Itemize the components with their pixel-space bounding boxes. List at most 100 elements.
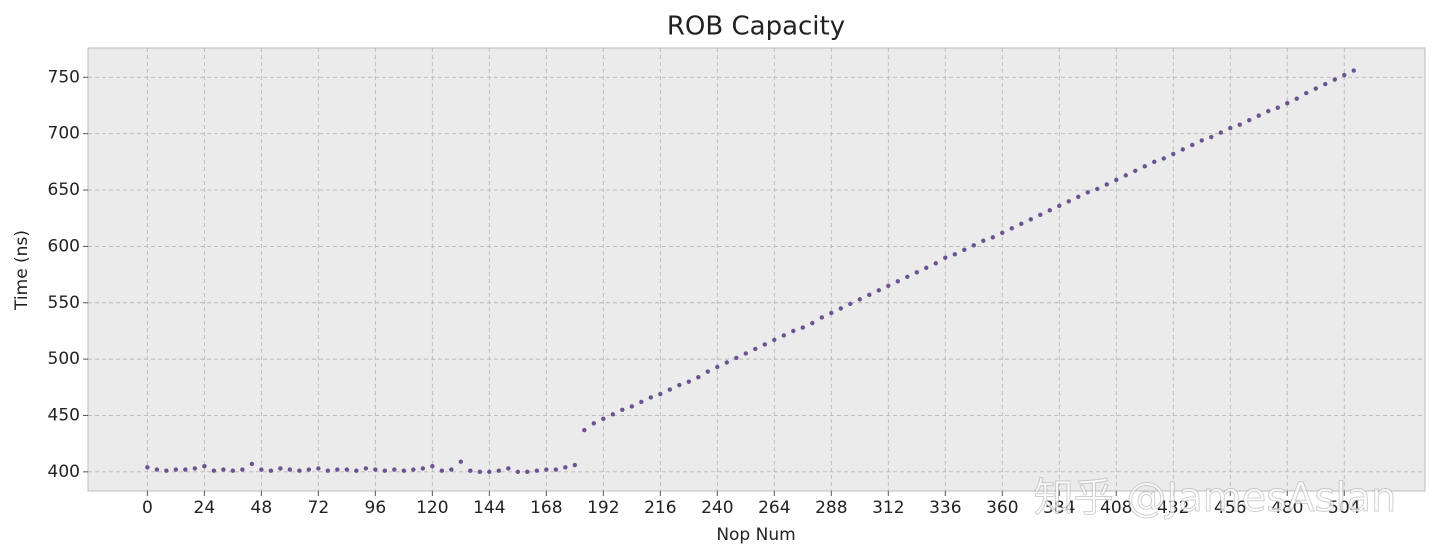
y-axis-label: Time (ns) [12,230,32,311]
point [819,315,825,320]
x-tick-label: 480 [1271,498,1303,518]
point [268,468,274,473]
point [1256,113,1261,118]
y-tick-label: 550 [48,293,80,313]
point [829,310,834,316]
x-tick-label: 72 [308,498,330,518]
y-tick-label: 450 [48,405,80,425]
point [211,468,217,473]
point [1095,186,1100,192]
y-tick-label: 500 [48,349,80,369]
point [1066,199,1071,204]
point [173,467,179,472]
point [1266,108,1271,114]
point [1171,151,1176,157]
y-tick-label: 600 [48,236,80,256]
x-tick-label: 216 [644,498,676,518]
point [572,462,578,468]
point [1133,168,1138,174]
point [487,469,492,475]
watermark: 知乎 @JamesAslan [1034,475,1397,521]
x-tick-label: 312 [872,498,904,518]
point [1199,138,1204,143]
point [800,325,806,330]
point [1247,117,1252,123]
point [1047,208,1052,213]
point [249,461,255,467]
point [525,469,530,475]
point [1161,156,1166,161]
point [914,270,919,275]
point [1237,122,1242,127]
point [1294,96,1299,101]
y-tick-label: 750 [48,67,80,87]
point [335,467,340,472]
point [1218,130,1223,135]
point [677,382,682,388]
point [1190,142,1195,148]
point [857,297,863,302]
point [392,467,397,472]
point [705,369,711,374]
point [1114,177,1119,183]
point [1285,101,1290,106]
y-tick-label: 650 [48,180,80,200]
point [401,468,407,473]
point [183,467,188,472]
point [981,238,986,243]
point [563,465,568,470]
point [411,467,416,472]
point [420,466,426,471]
point [1275,105,1280,110]
point [1076,194,1081,199]
point [886,283,891,289]
x-tick-label: 384 [1043,498,1075,518]
point [316,466,321,471]
point [1209,134,1214,140]
point [791,328,796,334]
x-tick-label: 240 [701,498,733,518]
marks: 400 450 500 550 600 650 700 750 0 24 48 72 96 120 144 1… [48,48,1425,518]
point [905,274,910,280]
plot-area [87,47,1426,492]
point [743,351,749,356]
point [933,261,938,266]
point [202,464,207,469]
x-axis-label: Nop Num [716,525,795,545]
x-tick-label: 144 [473,498,505,518]
point [544,467,549,472]
point [230,468,236,473]
point [810,320,815,326]
x-tick-label: 456 [1214,498,1246,518]
point [876,288,882,293]
point [1304,90,1309,96]
x-tick-label: 360 [986,498,1018,518]
point [772,337,777,343]
point [867,292,872,298]
point [382,468,388,473]
point [221,467,226,472]
point [724,360,730,365]
x-tick-label: 120 [416,498,448,518]
point [848,301,853,307]
point [468,468,473,473]
point [373,467,378,472]
point [259,467,264,472]
point [1323,81,1328,87]
point [506,466,511,471]
point [278,466,283,471]
point [1313,86,1318,91]
point [553,467,559,472]
point [515,469,521,475]
point [496,468,502,473]
point [240,467,245,472]
y-tick-label: 700 [48,124,80,144]
y-tick-label: 400 [48,462,80,482]
point [1351,68,1356,73]
point [145,465,150,470]
point [1342,72,1347,78]
point [1038,212,1043,218]
point [458,459,464,464]
point [1028,217,1033,222]
point [658,391,663,397]
